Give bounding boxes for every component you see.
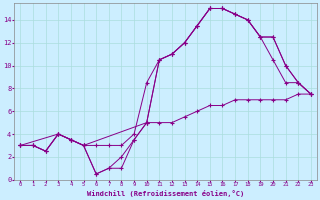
X-axis label: Windchill (Refroidissement éolien,°C): Windchill (Refroidissement éolien,°C)	[87, 190, 244, 197]
